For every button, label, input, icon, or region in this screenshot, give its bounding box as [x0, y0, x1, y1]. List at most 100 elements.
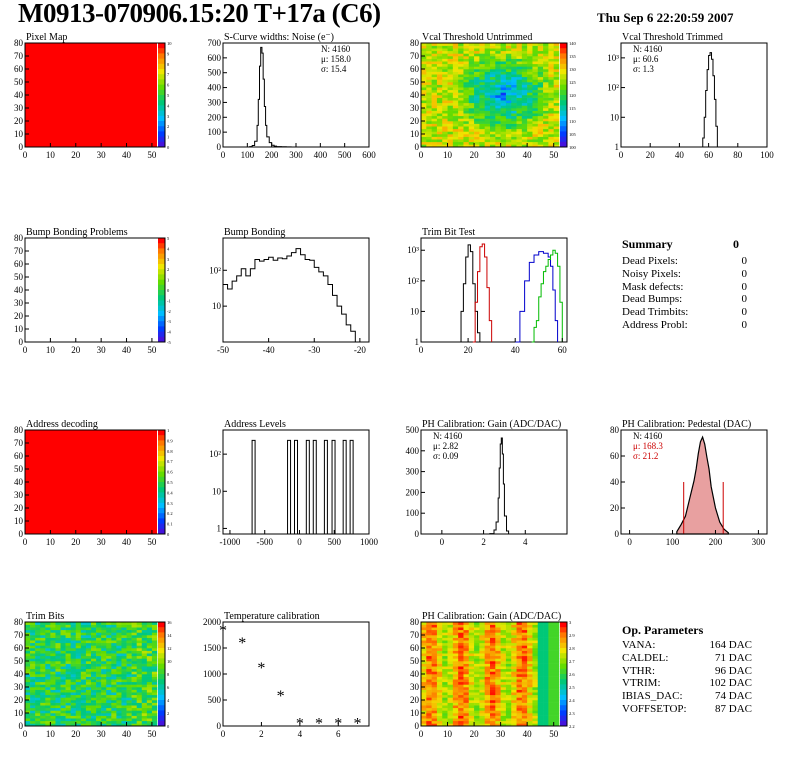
heatmap-cell: [521, 679, 528, 683]
heatmap-cell: [131, 645, 137, 649]
heatmap-cell: [521, 128, 528, 132]
colorbar-cell: [158, 89, 165, 96]
heatmap-cell: [458, 79, 464, 83]
heatmap-cell: [426, 118, 432, 122]
heatmap-cell: [516, 123, 523, 127]
heatmap-cell: [463, 141, 470, 145]
heatmap-cell: [468, 718, 475, 722]
heatmap-cell: [479, 92, 485, 96]
colorbar-cell: [158, 74, 165, 80]
heatmap-cell: [537, 632, 544, 636]
heatmap-cell: [426, 697, 432, 701]
heatmap-cell: [436, 139, 443, 143]
heatmap-cell: [452, 655, 459, 659]
heatmap-cell: [479, 689, 485, 693]
heatmap-cell: [447, 705, 454, 709]
heatmap-cell: [436, 679, 443, 683]
heatmap-cell: [421, 43, 427, 46]
heatmap-cell: [543, 624, 549, 628]
heatmap-cell: [426, 720, 432, 724]
data-point: *: [238, 635, 246, 652]
heatmap-cell: [60, 650, 66, 654]
heatmap-cell: [521, 645, 528, 649]
heatmap-cell: [116, 674, 122, 677]
heatmap-cell: [60, 715, 66, 719]
heatmap-cell: [421, 718, 427, 722]
heatmap-cell: [35, 668, 41, 672]
heatmap-cell: [468, 79, 475, 83]
heatmap-cell: [91, 645, 97, 649]
heatmap-cell: [436, 84, 443, 88]
heatmap-cell: [521, 74, 528, 78]
heatmap-cell: [527, 97, 533, 101]
heatmap-cell: [146, 671, 153, 675]
heatmap-cell: [75, 637, 82, 641]
heatmap-cell: [55, 650, 61, 654]
heatmap-cell: [421, 655, 427, 659]
heatmap-cell: [505, 663, 512, 667]
heatmap-cell: [50, 645, 56, 649]
heatmap-cell: [447, 700, 454, 703]
heatmap-cell: [426, 671, 432, 675]
heatmap-cell: [436, 74, 443, 78]
heatmap-cell: [65, 684, 71, 688]
heatmap-cell: [141, 640, 148, 644]
x-tick-label: 2: [259, 729, 264, 739]
heatmap-cell: [442, 684, 448, 688]
colorbar-cell: [560, 658, 567, 665]
x-tick-label: 40: [511, 345, 521, 355]
heatmap-cell: [537, 635, 544, 638]
colorbar-cell: [158, 679, 165, 685]
heatmap-cell: [91, 713, 97, 716]
heatmap-cell: [101, 687, 107, 690]
heatmap-cell: [141, 655, 148, 659]
heatmap-cell: [431, 144, 438, 148]
heatmap-cell: [463, 118, 470, 122]
heatmap-cell: [431, 681, 438, 685]
colorbar-cell: [560, 121, 567, 127]
heatmap-cell: [50, 705, 56, 709]
heatmap-cell: [111, 624, 117, 628]
heatmap-cell: [101, 679, 107, 683]
heatmap-cell: [121, 663, 127, 667]
heatmap-cell: [431, 100, 438, 104]
heatmap-cell: [436, 141, 443, 145]
heatmap-cell: [537, 702, 544, 706]
heatmap-cell: [431, 648, 438, 651]
heatmap-cell: [55, 679, 61, 683]
heatmap-cell: [45, 671, 51, 675]
heatmap-cell: [458, 63, 464, 67]
heatmap-cell: [484, 622, 491, 625]
heatmap-cell: [479, 715, 485, 719]
x-tick-label: 80: [733, 150, 743, 160]
heatmap-cell: [537, 84, 544, 88]
heatmap-cell: [151, 710, 158, 714]
heatmap-cell: [91, 679, 97, 683]
heatmap-cell: [527, 707, 533, 711]
heatmap-cell: [70, 707, 77, 711]
heatmap-cell: [548, 692, 554, 696]
heatmap-cell: [436, 713, 443, 716]
colorbar-cell: [560, 105, 567, 112]
heatmap-cell: [505, 76, 512, 80]
heatmap-cell: [452, 79, 459, 83]
heatmap-cell: [431, 141, 438, 145]
x-tick-label: 2: [481, 537, 486, 547]
heatmap-cell: [436, 710, 443, 714]
heatmap-cell: [447, 713, 454, 716]
heatmap-cell: [65, 632, 71, 636]
heatmap-cell: [479, 84, 485, 88]
heatmap-cell: [511, 629, 517, 633]
colorbar-label: 100: [569, 145, 577, 150]
heatmap-cell: [25, 637, 31, 641]
heatmap-cell: [65, 663, 71, 667]
heatmap-cell: [436, 66, 443, 70]
heatmap-cell: [421, 139, 427, 143]
heatmap-cell: [474, 655, 480, 659]
colorbar-cell: [560, 53, 567, 60]
heatmap-cell: [537, 121, 544, 124]
heatmap-cell: [495, 640, 501, 644]
x-tick-label: 40: [122, 729, 132, 739]
heatmap-cell: [516, 97, 523, 101]
heatmap-cell: [500, 684, 507, 688]
